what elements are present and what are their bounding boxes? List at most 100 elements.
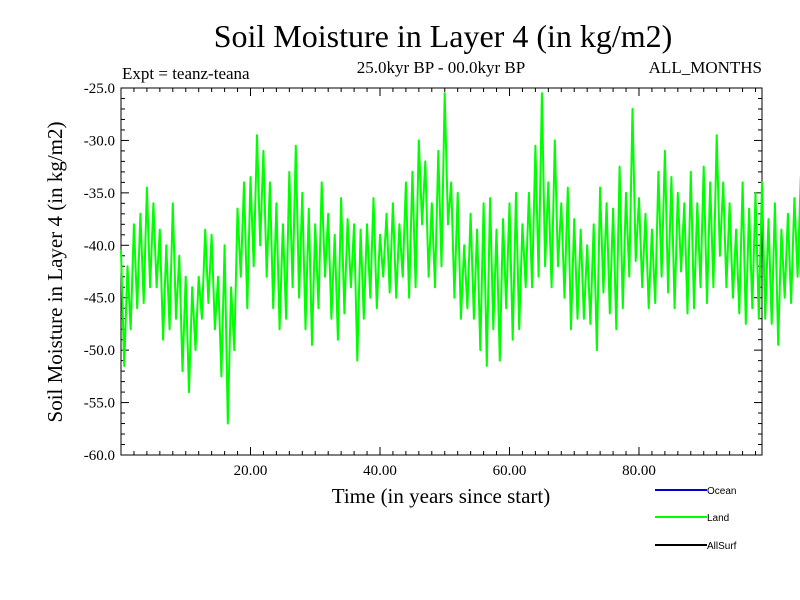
- data-point: [677, 192, 679, 194]
- data-point: [628, 275, 631, 278]
- plot-area: -25.0 -30.0 -35.0 -40.0 -45.0 -50.0 -55.0 -60.0…: [84, 81, 800, 479]
- data-point: [715, 134, 718, 136]
- legend-label-ocean: Ocean: [707, 486, 736, 497]
- data-point: [408, 296, 410, 299]
- data-point: [579, 228, 582, 231]
- data-point: [777, 344, 779, 346]
- data-point: [712, 286, 715, 289]
- data-point: [754, 192, 757, 194]
- data-point: [573, 218, 575, 220]
- data-point: [473, 317, 475, 320]
- data-point: [181, 370, 184, 372]
- data-point: [320, 181, 323, 184]
- data-point: [265, 275, 268, 278]
- data-point: [495, 228, 498, 231]
- data-point: [521, 223, 524, 226]
- data-point: [317, 307, 320, 310]
- data-point: [376, 307, 378, 310]
- data-point: [528, 192, 530, 194]
- data-point: [680, 270, 682, 273]
- data-point: [489, 197, 491, 199]
- data-point: [515, 192, 517, 194]
- data-point: [657, 171, 660, 173]
- data-point: [230, 286, 232, 289]
- data-point: [547, 181, 550, 184]
- data-point: [252, 265, 255, 268]
- data-point: [541, 92, 543, 94]
- data-point: [641, 286, 643, 289]
- data-point: [751, 307, 754, 310]
- data-point: [233, 349, 236, 351]
- data-point: [340, 197, 342, 199]
- data-point: [702, 165, 705, 168]
- data-point: [537, 275, 540, 278]
- data-point: [392, 202, 394, 205]
- data-point: [275, 202, 278, 205]
- data-point: [683, 202, 686, 205]
- y-tick-label: -25.0: [84, 81, 115, 97]
- data-point: [486, 365, 488, 367]
- data-point: [285, 317, 287, 320]
- period-label: 25.0kyr BP - 00.0kyr BP: [357, 58, 525, 77]
- data-point: [304, 328, 307, 331]
- data-point: [217, 275, 219, 278]
- data-point: [576, 317, 579, 320]
- series-layer: [120, 92, 800, 425]
- data-point: [162, 338, 164, 341]
- data-point: [223, 244, 226, 247]
- data-point: [434, 286, 436, 289]
- series-line-land: [120, 92, 800, 425]
- x-axis-ticks: 20.00 40.00 60.00 80.00: [133, 88, 757, 479]
- data-point: [463, 244, 466, 247]
- data-point: [651, 228, 653, 231]
- data-point: [194, 349, 197, 351]
- data-point: [421, 223, 423, 226]
- data-point: [699, 286, 702, 289]
- data-point: [129, 328, 132, 331]
- x-tick-label: 60.00: [493, 463, 527, 479]
- data-point: [476, 228, 478, 231]
- data-point: [330, 317, 333, 320]
- data-point: [693, 307, 695, 310]
- data-point: [592, 223, 595, 226]
- data-point: [460, 317, 462, 320]
- x-axis-label: Time (in years since start): [332, 484, 551, 508]
- data-point: [356, 359, 359, 362]
- data-point: [534, 144, 537, 147]
- data-point: [207, 302, 210, 304]
- data-point: [583, 317, 585, 320]
- data-point: [123, 365, 125, 367]
- data-point: [385, 213, 388, 215]
- data-point: [505, 307, 508, 310]
- data-point: [728, 202, 731, 205]
- months-label: ALL_MONTHS: [649, 58, 762, 77]
- data-point: [395, 296, 398, 299]
- data-point: [401, 275, 404, 278]
- data-point: [246, 307, 249, 310]
- data-point: [175, 317, 177, 320]
- data-point: [508, 202, 511, 205]
- data-point: [214, 328, 216, 331]
- x-tick-label: 80.00: [622, 463, 656, 479]
- data-point: [557, 265, 559, 268]
- y-tick-label: -35.0: [84, 186, 115, 202]
- data-point: [647, 307, 650, 310]
- data-point: [774, 202, 776, 205]
- data-point: [363, 317, 365, 320]
- data-point: [787, 213, 789, 215]
- data-point: [738, 312, 741, 315]
- data-point: [120, 249, 122, 252]
- data-point: [502, 218, 504, 220]
- data-point: [563, 296, 566, 299]
- data-point: [696, 202, 699, 205]
- data-point: [748, 207, 750, 210]
- data-point: [479, 349, 482, 351]
- data-point: [719, 255, 721, 257]
- data-point: [278, 328, 281, 331]
- y-tick-label: -30.0: [84, 133, 115, 149]
- data-point: [570, 328, 572, 331]
- data-point: [741, 181, 744, 184]
- data-point: [269, 181, 271, 184]
- data-point: [492, 328, 495, 331]
- y-axis-label: Soil Moisture in Layer 4 (in kg/m2): [43, 122, 67, 423]
